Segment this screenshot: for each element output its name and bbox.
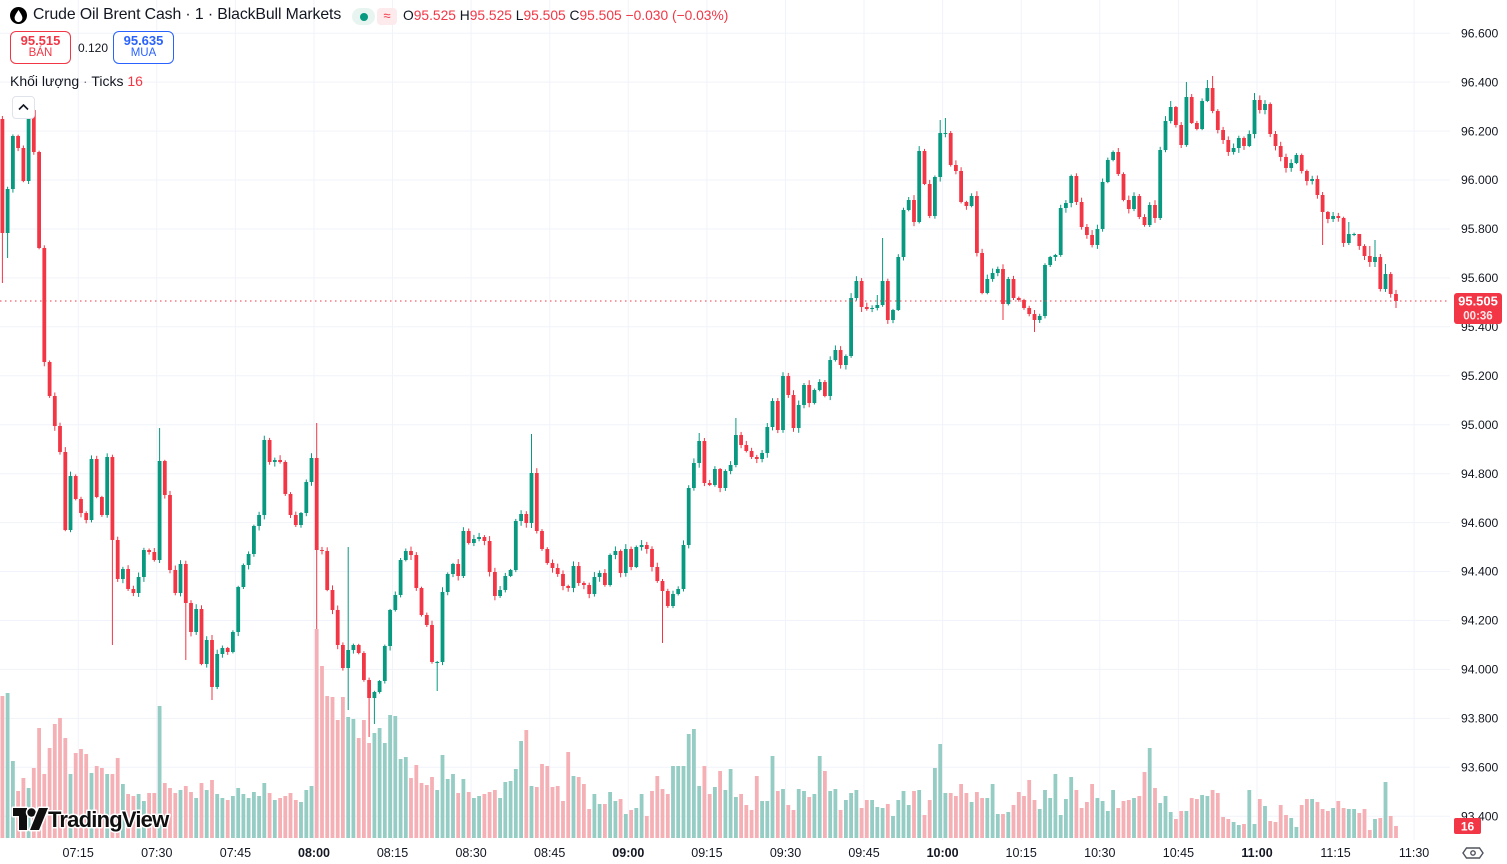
svg-text:94.600: 94.600 bbox=[1461, 516, 1498, 530]
svg-text:09:00: 09:00 bbox=[612, 846, 644, 860]
svg-text:95.200: 95.200 bbox=[1461, 369, 1498, 383]
svg-text:07:30: 07:30 bbox=[141, 846, 172, 860]
svg-text:10:45: 10:45 bbox=[1163, 846, 1194, 860]
svg-text:11:30: 11:30 bbox=[1399, 846, 1429, 860]
svg-text:94.400: 94.400 bbox=[1461, 565, 1498, 579]
svg-text:94.000: 94.000 bbox=[1461, 663, 1498, 677]
svg-text:96.400: 96.400 bbox=[1461, 75, 1498, 89]
svg-text:08:45: 08:45 bbox=[534, 846, 565, 860]
svg-text:96.200: 96.200 bbox=[1461, 124, 1498, 138]
svg-text:10:00: 10:00 bbox=[927, 846, 959, 860]
svg-text:08:00: 08:00 bbox=[298, 846, 330, 860]
svg-text:11:15: 11:15 bbox=[1320, 846, 1350, 860]
svg-text:16: 16 bbox=[1461, 820, 1475, 834]
svg-text:95.800: 95.800 bbox=[1461, 222, 1498, 236]
svg-text:09:30: 09:30 bbox=[770, 846, 801, 860]
svg-text:93.800: 93.800 bbox=[1461, 712, 1498, 726]
svg-text:96.600: 96.600 bbox=[1461, 26, 1498, 40]
svg-text:07:45: 07:45 bbox=[220, 846, 251, 860]
svg-text:09:45: 09:45 bbox=[848, 846, 879, 860]
svg-text:08:30: 08:30 bbox=[455, 846, 486, 860]
svg-text:09:15: 09:15 bbox=[691, 846, 722, 860]
svg-text:11:00: 11:00 bbox=[1241, 846, 1272, 860]
svg-text:93.600: 93.600 bbox=[1461, 761, 1498, 775]
svg-text:96.000: 96.000 bbox=[1461, 173, 1498, 187]
svg-text:07:15: 07:15 bbox=[63, 846, 94, 860]
svg-text:94.200: 94.200 bbox=[1461, 614, 1498, 628]
svg-text:94.800: 94.800 bbox=[1461, 467, 1498, 481]
svg-text:08:15: 08:15 bbox=[377, 846, 408, 860]
svg-text:10:15: 10:15 bbox=[1006, 846, 1037, 860]
svg-text:00:36: 00:36 bbox=[1463, 311, 1492, 323]
svg-text:95.000: 95.000 bbox=[1461, 418, 1498, 432]
svg-text:TradingView: TradingView bbox=[48, 807, 170, 832]
svg-text:95.505: 95.505 bbox=[1458, 294, 1498, 309]
svg-text:95.600: 95.600 bbox=[1461, 271, 1498, 285]
svg-text:10:30: 10:30 bbox=[1084, 846, 1115, 860]
